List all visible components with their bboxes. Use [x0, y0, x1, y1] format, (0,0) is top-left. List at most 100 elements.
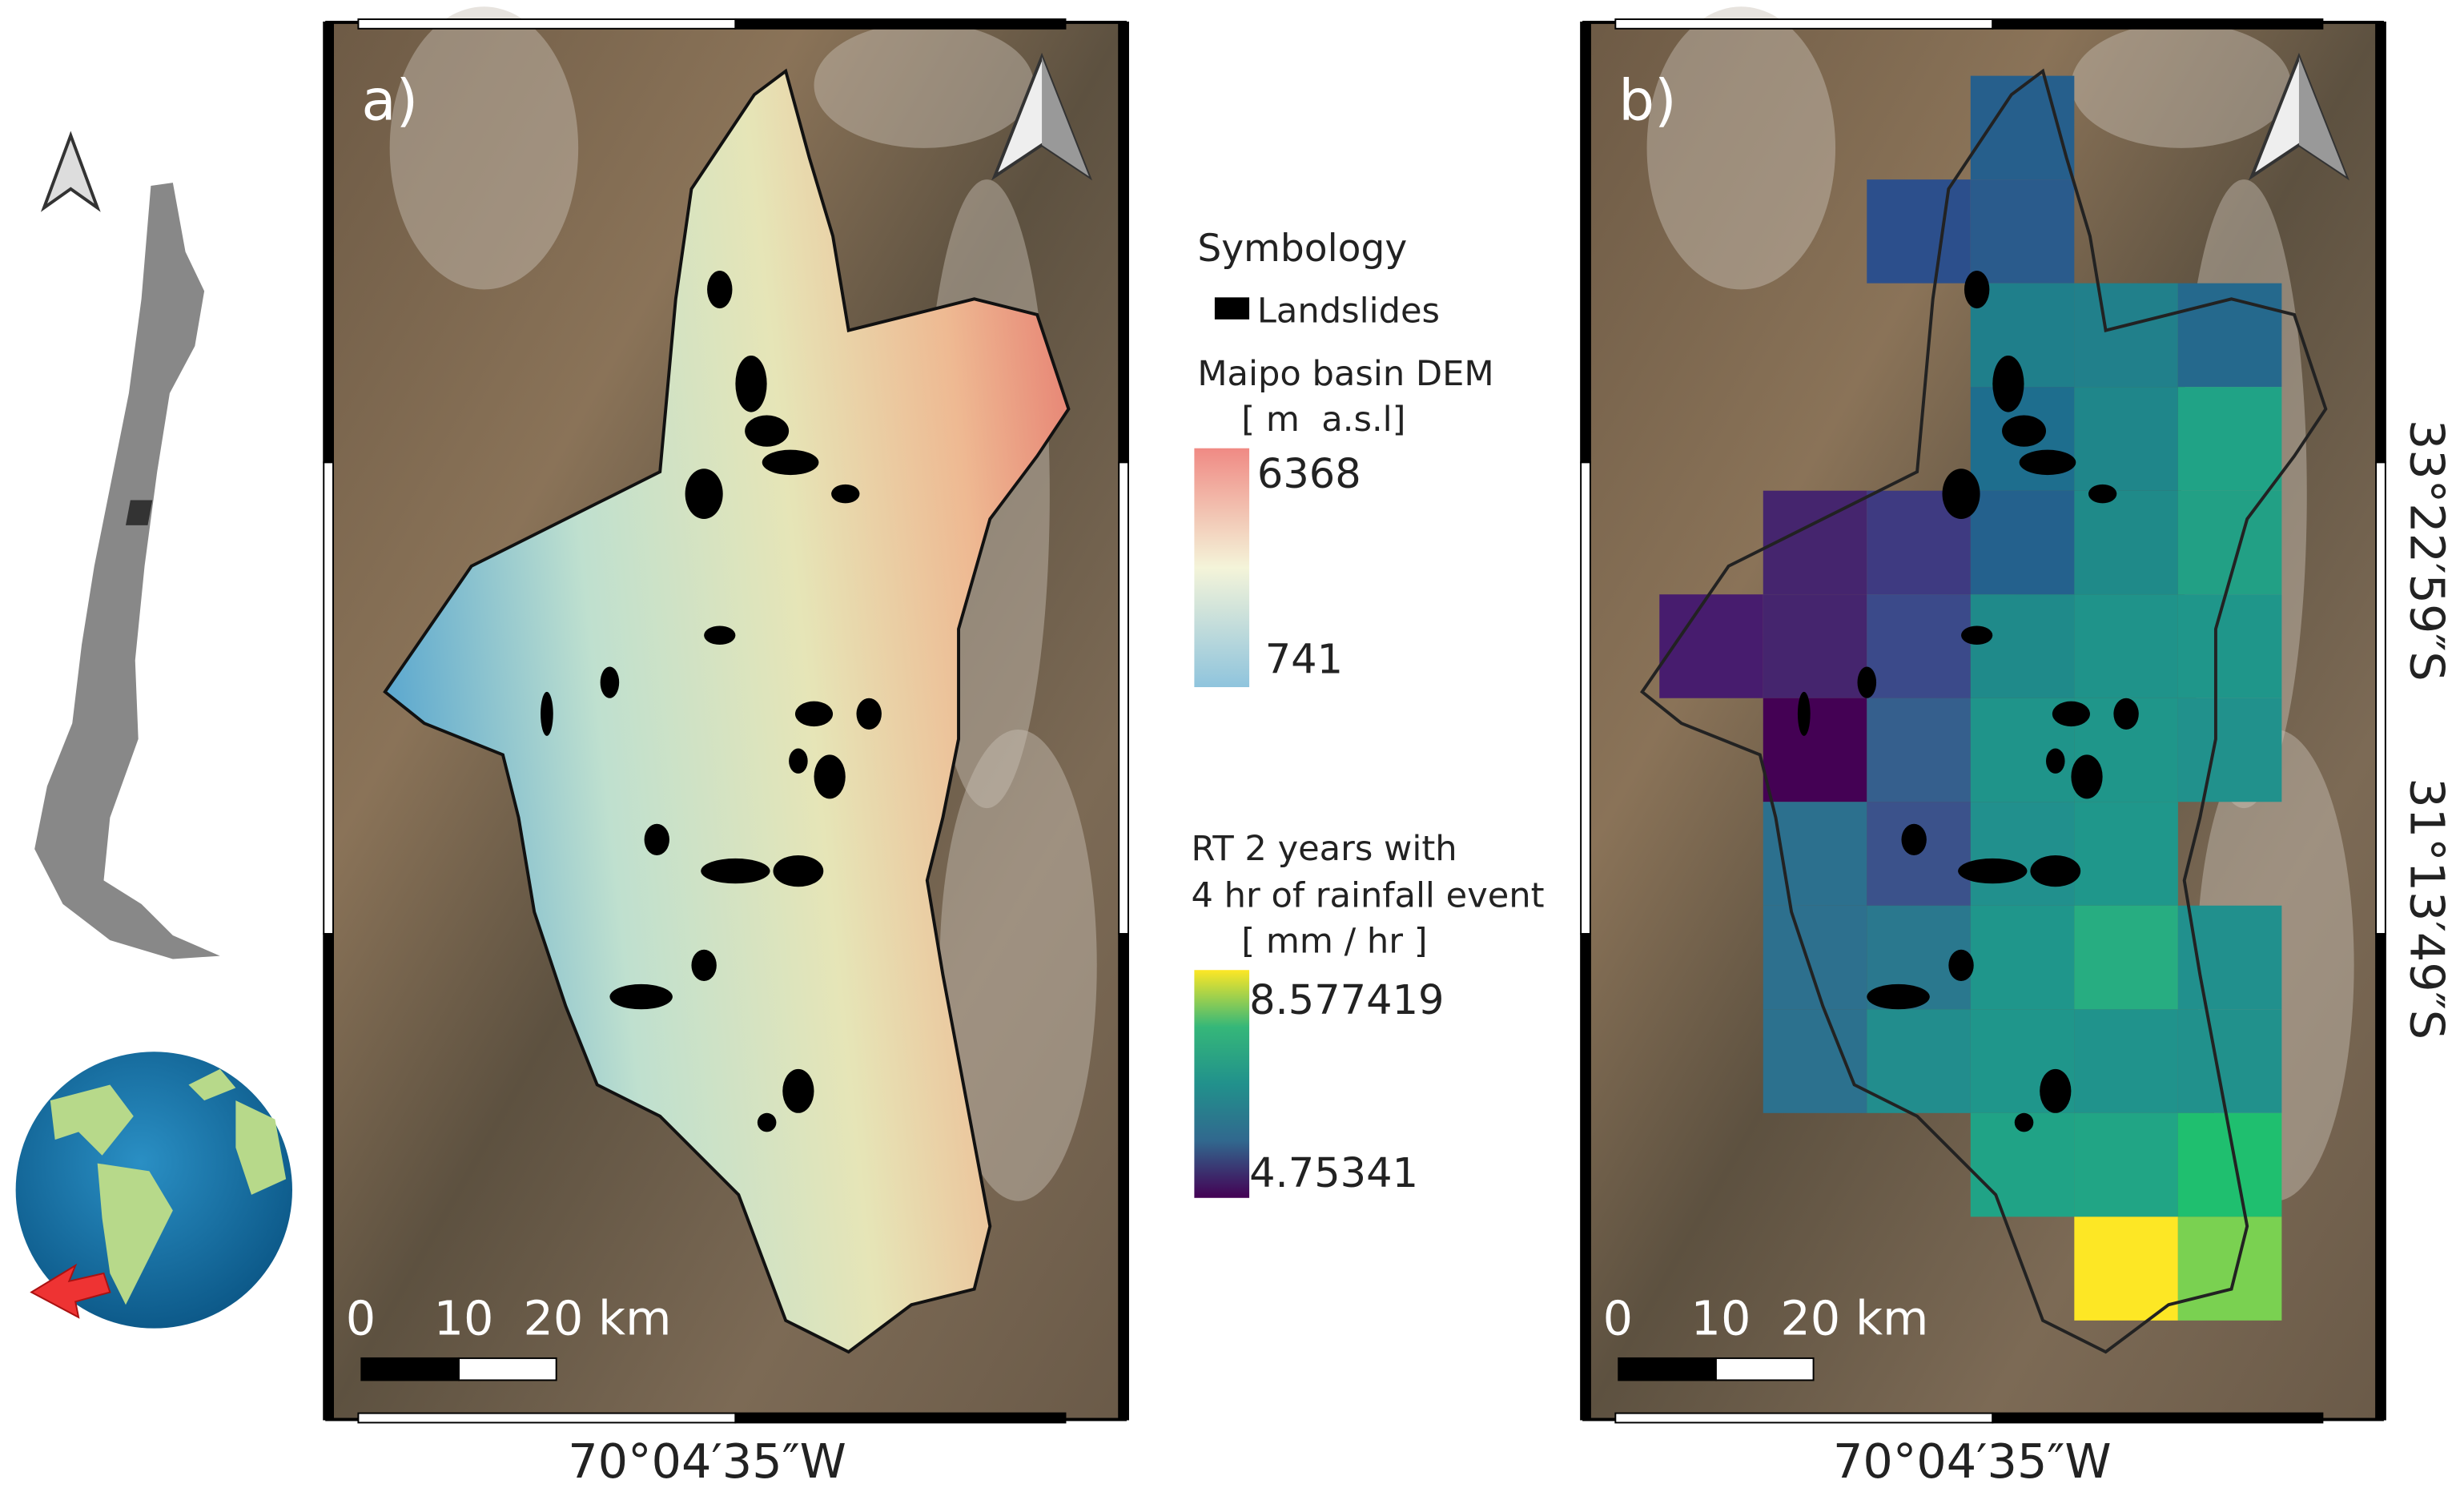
continent: [50, 1068, 287, 1305]
landslide: [685, 468, 723, 520]
landslide: [1958, 858, 2028, 884]
frame-tick: [2375, 461, 2386, 935]
frame-tick: [1118, 461, 1129, 935]
latitude-label: 31°13′49″S: [2399, 778, 2454, 1040]
landslide: [1942, 468, 1980, 520]
landslide: [782, 1068, 814, 1113]
landslide: [1867, 983, 1930, 1010]
landslide: [2019, 449, 2076, 476]
landslide: [794, 701, 834, 727]
frame-tick: [323, 21, 335, 464]
rainfall-cell: [2177, 1216, 2282, 1321]
colorbar-label: 8.577419: [1249, 977, 1444, 1024]
scale-label: 0: [346, 1291, 376, 1346]
rainfall-cell: [1763, 802, 1867, 906]
north-arrow: [40, 131, 101, 212]
frame-tick: [2375, 933, 2386, 1421]
rainfall-cell: [1970, 905, 2075, 1010]
legend-heading: Maipo basin DEM: [1197, 354, 1493, 394]
rainfall-cell: [1970, 179, 2075, 284]
colorbar-label: 4.75341: [1249, 1150, 1418, 1197]
rainfall-cell: [2074, 594, 2178, 698]
frame-tick: [1992, 18, 2324, 30]
landslide: [2113, 698, 2139, 730]
rainfall-cell: [1867, 1009, 1971, 1113]
landslide-swatch: [1214, 297, 1250, 320]
scale-label: 0: [1603, 1291, 1633, 1346]
basin-dem: [383, 68, 1071, 1354]
legend-heading: 4 hr of rainfall event: [1191, 876, 1544, 916]
rainfall-cell: [2177, 698, 2282, 802]
legend-title: Symbology: [1197, 227, 1407, 271]
scale-label: 20 km: [523, 1291, 671, 1346]
landslide: [600, 666, 620, 698]
scale-bar: [1618, 1357, 1717, 1381]
rainfall-cell: [2074, 1216, 2178, 1321]
rainfall-cell: [2177, 905, 2282, 1010]
landslide: [2088, 484, 2117, 504]
landslide: [707, 270, 733, 309]
rainfall-cell: [2074, 387, 2178, 491]
rainfall-cell: [1763, 698, 1867, 802]
rainfall-cell: [1867, 594, 1971, 698]
landslide: [789, 748, 808, 774]
landslide: [856, 698, 882, 730]
frame-tick: [323, 933, 335, 1421]
rainfall-cell: [2074, 283, 2178, 388]
landslide: [2002, 415, 2047, 447]
landslide: [701, 858, 770, 884]
rainfall-cell: [2074, 1112, 2178, 1217]
rainfall-cell: [1763, 490, 1867, 595]
landslide: [541, 691, 553, 736]
landslide: [2052, 701, 2090, 727]
rainfall-cell: [1970, 283, 2075, 388]
latitude-label: 33°22′59″S: [2399, 420, 2454, 682]
colorbar-label: 6368: [1257, 451, 1361, 498]
rainfall-cell: [1867, 698, 1971, 802]
panel-label: a): [361, 67, 418, 134]
landslide: [704, 625, 736, 645]
frame-tick: [1614, 1412, 1994, 1424]
rainfall-cell: [2074, 1009, 2178, 1113]
landslide: [762, 449, 819, 476]
landslide: [1797, 691, 1811, 736]
landslide: [2040, 1068, 2072, 1113]
scale-label: 20 km: [1780, 1291, 1928, 1346]
rainfall-cell: [1763, 905, 1867, 1010]
legend-heading: RT 2 years with: [1191, 829, 1457, 869]
landslide: [1901, 823, 1927, 855]
north-arrow-shade: [1042, 57, 1089, 177]
snow-patch: [814, 22, 1035, 148]
landslide: [1961, 625, 1993, 645]
snow-patch: [2071, 22, 2292, 148]
inset: [15, 131, 293, 1329]
dem-colorbar: [1194, 448, 1250, 688]
rainfall-cell: [2074, 490, 2178, 595]
landslide: [2071, 754, 2103, 799]
rainfall-cell: [1970, 594, 2075, 698]
frame-tick: [2375, 21, 2386, 464]
frame-tick: [357, 18, 737, 30]
panel-label: b): [1618, 67, 1676, 134]
basin-outline: [1640, 68, 2328, 1354]
landslide: [814, 754, 846, 799]
landslide: [1992, 355, 2024, 412]
rainfall-cell: [2074, 905, 2178, 1010]
landslide: [691, 949, 717, 981]
rainfall-colorbar: [1194, 970, 1250, 1198]
frame-tick: [1118, 21, 1129, 464]
scale-label: 10: [1691, 1291, 1751, 1346]
landslide: [745, 415, 790, 447]
rainfall-cell: [2177, 594, 2282, 698]
frame-tick: [1580, 21, 1591, 464]
rainfall-cell: [1970, 802, 2075, 906]
frame-tick: [734, 18, 1067, 30]
frame-tick: [1992, 1412, 2324, 1424]
scale-bar: [1714, 1357, 1815, 1381]
scale-bar: [360, 1357, 460, 1381]
frame-tick: [1118, 933, 1129, 1421]
landslide: [773, 855, 824, 887]
legend: Symbology Landslides Maipo basin DEM [ m…: [1191, 227, 1545, 1198]
landslide: [644, 823, 669, 855]
